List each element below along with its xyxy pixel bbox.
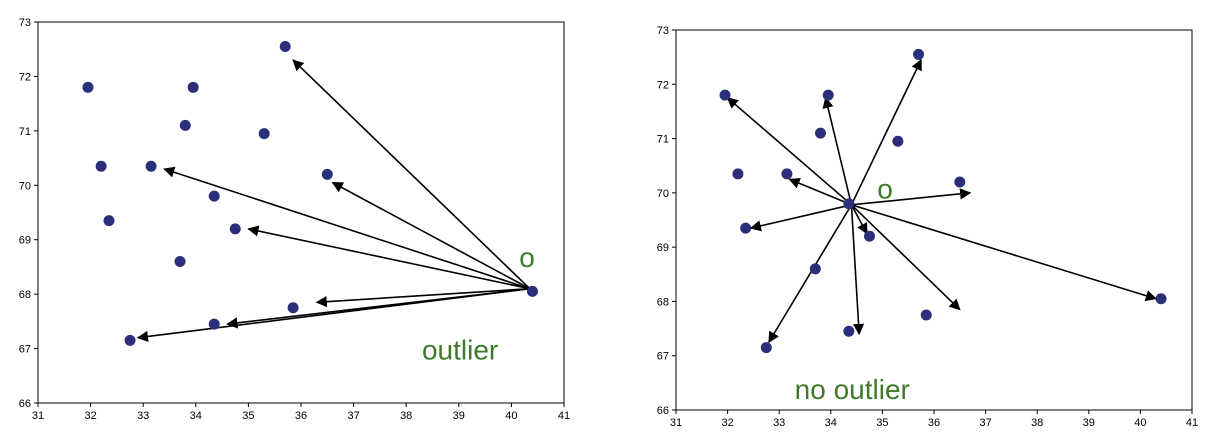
data-point	[809, 263, 821, 275]
y-tick-label: 72	[657, 79, 669, 91]
x-tick-label: 39	[1083, 417, 1095, 429]
right-scatter-chart: 31 32 33 34 35 36 37 38 39 40 41 66 67 68 69 70 71 72 73 o n…	[657, 25, 1198, 429]
x-tick-label: 34	[190, 410, 202, 422]
x-tick-label: 36	[928, 417, 940, 429]
data-point	[954, 176, 966, 188]
y-tick-label: 68	[657, 296, 669, 308]
distance-arrow	[851, 188, 972, 206]
distance-arrow	[768, 204, 853, 344]
data-point	[321, 168, 333, 180]
distance-arrow	[331, 181, 531, 290]
annotation-label: outlier	[422, 334, 498, 365]
distance-arrow	[788, 177, 852, 206]
data-point	[258, 128, 270, 140]
data-point	[229, 223, 241, 235]
distance-arrow	[822, 96, 853, 205]
data-point	[920, 309, 932, 321]
y-tick-label: 69	[19, 235, 31, 247]
x-tick-label: 39	[453, 410, 465, 422]
data-point	[892, 135, 904, 147]
distance-arrow	[850, 204, 961, 311]
x-tick-label: 35	[242, 410, 254, 422]
data-point	[208, 190, 220, 202]
data-point	[864, 230, 875, 242]
data-point	[1155, 293, 1167, 305]
data-point	[187, 81, 199, 93]
x-tick-label: 38	[400, 410, 412, 422]
y-tick-label: 73	[19, 17, 31, 29]
y-tick-label: 67	[19, 344, 31, 356]
data-point	[913, 48, 925, 60]
data-point	[822, 89, 834, 101]
x-tick-label: 33	[773, 417, 785, 429]
data-point	[760, 342, 772, 354]
left-scatter-chart: 31 32 33 34 35 36 37 38 39 40 41 66 67 68 69 70 71 72 73 o o…	[19, 17, 570, 422]
data-point	[179, 119, 191, 131]
distance-arrow	[749, 204, 852, 232]
x-tick-label: 32	[84, 410, 96, 422]
data-point	[843, 325, 855, 337]
data-point	[719, 89, 731, 101]
y-tick-label: 73	[657, 25, 669, 37]
data-point	[279, 40, 291, 52]
x-tick-label: 40	[505, 410, 517, 422]
distance-arrow	[247, 225, 530, 290]
data-point	[732, 168, 744, 180]
distance-arrow	[850, 204, 868, 235]
data-point	[208, 318, 220, 330]
x-tick-label: 37	[347, 410, 359, 422]
annotation-label: no outlier	[795, 374, 910, 405]
y-tick-label: 71	[19, 126, 31, 138]
y-tick-label: 71	[657, 134, 669, 146]
data-point	[740, 222, 752, 234]
y-tick-label: 68	[19, 289, 31, 301]
data-point	[174, 255, 186, 267]
distance-arrow	[136, 287, 530, 342]
point-o-label: o	[519, 242, 535, 273]
distance-arrow	[726, 97, 852, 206]
point-o-label: o	[877, 173, 893, 204]
data-point	[124, 334, 136, 346]
y-tick-label: 66	[19, 398, 31, 410]
distance-arrow	[850, 204, 865, 336]
data-point	[103, 215, 115, 227]
data-point	[95, 160, 107, 172]
y-tick-label: 70	[19, 180, 31, 192]
x-tick-label: 41	[558, 410, 570, 422]
distance-arrow	[851, 204, 1157, 302]
y-tick-label: 67	[657, 351, 669, 363]
y-tick-label: 70	[657, 188, 669, 200]
x-tick-label: 31	[32, 410, 44, 422]
x-tick-label: 41	[1186, 417, 1198, 429]
distance-arrow	[315, 287, 530, 308]
plot-area	[675, 29, 1193, 411]
y-tick-label: 66	[657, 405, 669, 417]
distance-arrow	[850, 58, 922, 206]
data-point	[82, 81, 94, 93]
distance-arrow	[292, 59, 531, 290]
data-point	[843, 198, 855, 210]
data-point	[526, 285, 538, 297]
x-tick-label: 32	[721, 417, 733, 429]
data-point	[814, 127, 826, 139]
data-point	[781, 168, 793, 180]
x-tick-label: 40	[1134, 417, 1146, 429]
distance-arrow	[163, 166, 531, 290]
y-tick-label: 72	[19, 71, 31, 83]
x-tick-label: 33	[137, 410, 149, 422]
x-tick-label: 38	[1031, 417, 1043, 429]
x-tick-label: 37	[979, 417, 991, 429]
x-tick-label: 34	[825, 417, 837, 429]
data-point	[145, 160, 157, 172]
data-point	[287, 302, 299, 314]
x-tick-label: 31	[670, 417, 682, 429]
y-tick-label: 69	[657, 242, 669, 254]
x-tick-label: 35	[876, 417, 888, 429]
x-tick-label: 36	[295, 410, 307, 422]
